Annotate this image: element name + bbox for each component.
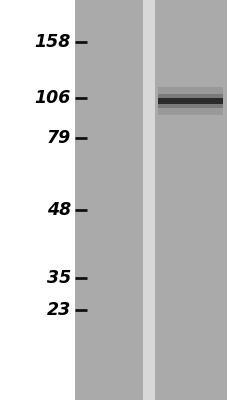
- Bar: [154, 0, 227, 400]
- Text: 23: 23: [47, 301, 71, 319]
- Bar: [158, 94, 222, 108]
- Text: 106: 106: [35, 89, 71, 107]
- Text: 79: 79: [47, 129, 71, 147]
- Text: 48: 48: [47, 201, 71, 219]
- Text: 158: 158: [35, 33, 71, 51]
- Bar: [158, 98, 222, 104]
- Text: 35: 35: [47, 269, 71, 287]
- Bar: [75, 0, 142, 400]
- Bar: [142, 0, 154, 400]
- Bar: [158, 87, 222, 115]
